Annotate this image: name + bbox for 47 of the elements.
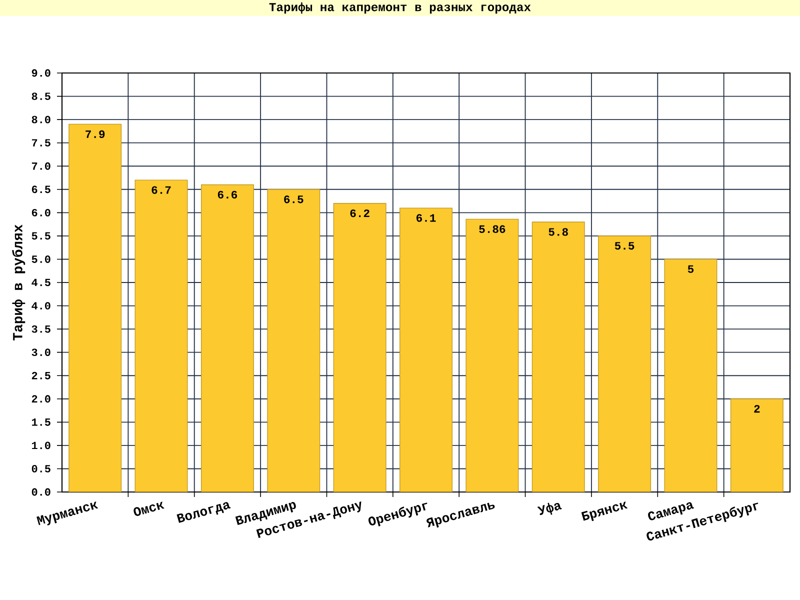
y-tick-label: 3.0 <box>32 348 50 356</box>
bar <box>267 189 320 492</box>
bar <box>664 258 718 492</box>
bar <box>466 218 519 492</box>
y-tick-label: 5.5 <box>32 232 50 240</box>
bar <box>333 203 386 492</box>
bar <box>730 398 784 492</box>
y-tick-label: 7.5 <box>32 139 50 146</box>
y-tick-label: 0.0 <box>32 488 50 496</box>
bar <box>134 180 188 492</box>
y-tick-label: 8.0 <box>32 116 50 124</box>
y-tick-label: 7.0 <box>32 162 50 170</box>
data-label: 5.5 <box>614 242 634 250</box>
data-label: 5.8 <box>548 228 568 236</box>
bar <box>68 124 122 492</box>
data-label: 5 <box>688 265 694 273</box>
data-label: 6.1 <box>416 214 436 222</box>
data-label: 6.7 <box>152 186 171 194</box>
data-label: 6.6 <box>218 190 238 199</box>
y-tick-label: 4.0 <box>32 302 50 310</box>
x-tick-label: Вологда <box>176 502 231 523</box>
data-label: 6.5 <box>284 196 304 204</box>
y-tick-label: 2.5 <box>32 372 50 380</box>
y-tick-label: 2.0 <box>32 395 50 403</box>
y-tick-label: 1.0 <box>32 442 50 450</box>
y-tick-label: 9.0 <box>32 69 50 77</box>
bar <box>598 236 652 492</box>
y-tick-label: 5.0 <box>32 256 50 263</box>
y-tick-label: 4.5 <box>32 278 50 286</box>
data-label: 7.9 <box>86 130 105 138</box>
bar <box>532 222 585 492</box>
x-tick-label: Омск <box>134 502 164 516</box>
y-axis-title: Тариф в рублях <box>12 224 26 340</box>
y-tick-label: 1.5 <box>32 418 50 426</box>
y-tick-label: 0.5 <box>32 465 50 472</box>
bar <box>200 184 254 492</box>
x-tick-label: Брянск <box>581 502 628 522</box>
y-tick-label: 6.5 <box>32 186 50 194</box>
chart-title: Тарифы на капремонт в разных городах <box>269 2 531 14</box>
y-tick-label: 6.0 <box>32 208 50 216</box>
y-tick-label: 3.5 <box>32 325 50 333</box>
x-tick-label: Уфа <box>537 502 562 515</box>
bar <box>400 208 452 492</box>
data-label: 2 <box>754 404 760 413</box>
data-label: 6.2 <box>350 209 370 218</box>
data-label: 5.86 <box>479 225 506 233</box>
y-tick-label: 8.5 <box>32 92 50 100</box>
